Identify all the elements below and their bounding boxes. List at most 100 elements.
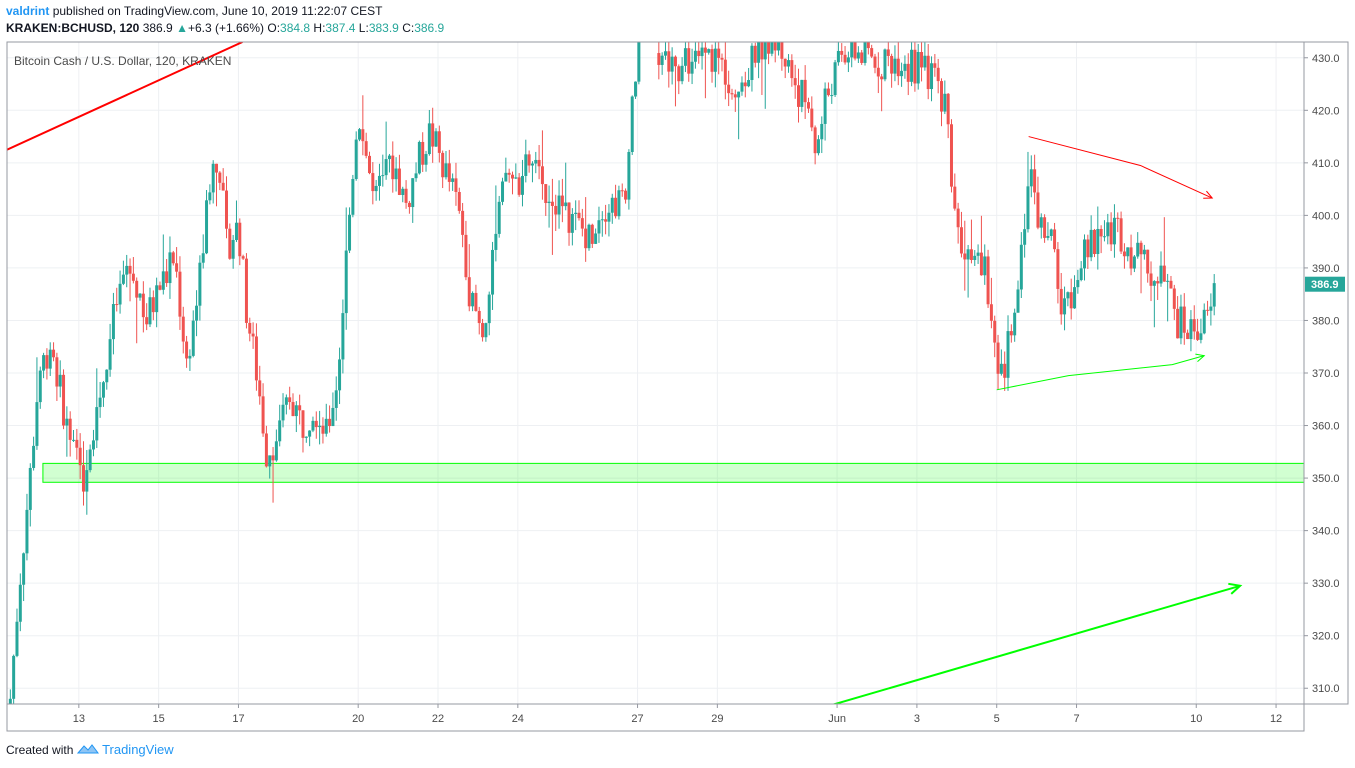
- candle-body: [740, 82, 744, 92]
- candle-body: [311, 420, 315, 431]
- candle-body: [1149, 273, 1153, 286]
- candle-body: [155, 285, 159, 313]
- candle-body: [969, 249, 973, 260]
- candle-body: [1169, 280, 1173, 289]
- price-change-text: +6.3 (+1.66%): [187, 21, 265, 35]
- candle-body: [703, 47, 707, 53]
- candle-body: [1166, 280, 1170, 282]
- candle-body: [484, 323, 488, 338]
- candle-body: [843, 54, 847, 63]
- candle-body: [135, 280, 139, 298]
- candle-body: [1156, 281, 1160, 284]
- candle-body: [427, 123, 431, 155]
- candle-body: [108, 339, 112, 370]
- candle-body: [923, 55, 927, 68]
- candle-body: [810, 108, 814, 128]
- candle-body: [148, 297, 152, 325]
- candle-body: [62, 374, 66, 426]
- candle-body: [274, 441, 278, 461]
- candle-body: [979, 252, 983, 276]
- candle-body: [806, 102, 810, 109]
- candle-body: [115, 304, 119, 306]
- candle-body: [338, 359, 342, 391]
- candle-body: [657, 53, 661, 65]
- candle-body: [42, 355, 46, 371]
- candle-body: [341, 313, 345, 360]
- candle-body: [434, 131, 438, 147]
- candle-body: [1102, 236, 1106, 238]
- price-tick-label: 420.0: [1312, 105, 1340, 117]
- candle-body: [1059, 288, 1063, 315]
- candle-body: [677, 66, 681, 82]
- candle-body: [610, 197, 614, 213]
- candle-body: [65, 418, 69, 426]
- time-tick-label: 20: [352, 713, 364, 725]
- candle-body: [1122, 251, 1126, 257]
- candle-body: [1033, 169, 1037, 193]
- candle-body: [534, 159, 538, 164]
- candle-body: [886, 49, 890, 56]
- symbol-label: KRAKEN:BCHUSD, 120: [6, 21, 140, 35]
- candle-body: [15, 621, 19, 656]
- candle-body: [996, 342, 1000, 374]
- candle-body: [760, 42, 764, 60]
- author-name[interactable]: valdrint: [6, 4, 50, 18]
- footer: Created with TradingView: [6, 742, 174, 757]
- candle-body: [168, 252, 172, 284]
- candle-body: [816, 139, 820, 154]
- time-axis[interactable]: 13 15 17 20 22 24 27 29 Jun 3 5 7 10 12: [73, 704, 1282, 725]
- candle-body: [949, 124, 953, 187]
- candle-body: [128, 265, 132, 274]
- tradingview-brand[interactable]: TradingView: [102, 742, 174, 757]
- candle-body: [451, 178, 455, 182]
- candle-body: [321, 425, 325, 434]
- candle-body: [773, 42, 777, 51]
- close-label: C:: [402, 21, 415, 35]
- candle-body: [717, 48, 721, 58]
- candle-body: [840, 50, 844, 55]
- candle-body: [387, 155, 391, 160]
- candle-body: [906, 63, 910, 82]
- candle-body: [234, 222, 238, 240]
- candle-body: [1016, 289, 1020, 313]
- candle-body: [231, 239, 235, 259]
- price-tick-label: 310.0: [1312, 683, 1340, 695]
- candle-body: [464, 234, 468, 278]
- candle-body: [401, 188, 405, 195]
- time-axis-frame[interactable]: [6, 703, 1305, 732]
- candle-body: [1119, 218, 1123, 252]
- candle-body: [584, 228, 588, 249]
- candle-body: [940, 81, 944, 112]
- candle-body: [560, 195, 564, 207]
- candle-body: [720, 57, 724, 60]
- candle-body: [920, 52, 924, 68]
- price-tick-label: 410.0: [1312, 158, 1340, 170]
- candle-body: [683, 48, 687, 66]
- price-tick-label: 430.0: [1312, 53, 1340, 65]
- time-tick-label: Jun: [828, 713, 846, 725]
- candle-body: [294, 405, 298, 417]
- candle-body: [441, 152, 445, 178]
- candle-body: [697, 50, 701, 57]
- candle-body: [361, 129, 365, 142]
- candle-body: [81, 465, 85, 492]
- high-value: 387.4: [325, 21, 356, 35]
- candle-body: [298, 405, 302, 411]
- candle-body: [524, 154, 528, 176]
- candle-body: [364, 141, 368, 156]
- candle-body: [1202, 309, 1206, 334]
- price-axis[interactable]: 430.0 420.0 410.0 400.0 390.0 380.0 370.0 360.0…: [1304, 53, 1340, 695]
- candle-body: [308, 430, 312, 437]
- candle-body: [424, 154, 428, 165]
- candle-body: [52, 349, 56, 358]
- candle-body: [1152, 281, 1156, 286]
- candle-body: [1206, 309, 1210, 311]
- candle-body: [258, 380, 262, 397]
- candle-body: [983, 256, 987, 276]
- last-price-tag-bg: [1305, 276, 1345, 292]
- candle-body: [271, 455, 275, 461]
- candle-body: [301, 410, 305, 438]
- candle-body: [564, 202, 568, 207]
- candle-body: [753, 45, 757, 63]
